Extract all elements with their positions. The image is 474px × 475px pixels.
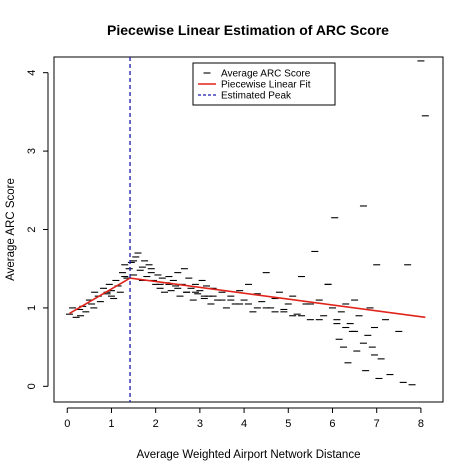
x-axis: 0 1 2 3 4 5 6 7 8	[64, 407, 424, 430]
x-tick-label: 5	[285, 418, 291, 430]
piecewise-fit	[69, 277, 426, 319]
legend-label: Average ARC Score	[221, 69, 311, 80]
x-tick-label: 6	[329, 418, 335, 430]
x-tick-label: 7	[374, 418, 380, 430]
legend-box	[192, 62, 336, 106]
y-tick-label: 3	[26, 148, 38, 154]
plot-frame	[53, 56, 444, 403]
fit-line	[69, 277, 426, 319]
x-tick-label: 1	[108, 418, 114, 430]
y-tick-label: 2	[26, 226, 38, 232]
y-tick-label: 4	[26, 70, 38, 76]
y-axis-label: Average ARC Score	[5, 178, 17, 281]
data-points	[65, 60, 429, 386]
y-axis: 0 1 2 3 4	[26, 70, 49, 389]
x-axis-label: Average Weighted Airport Network Distanc…	[137, 449, 361, 461]
x-tick-label: 4	[241, 418, 247, 430]
x-tick-label: 2	[153, 418, 159, 430]
y-tick-label: 1	[26, 305, 38, 311]
legend-label: Estimated Peak	[221, 91, 292, 102]
chart-title: Piecewise Linear Estimation of ARC Score	[107, 22, 389, 38]
x-tick-label: 8	[418, 418, 424, 430]
x-tick-label: 3	[197, 418, 203, 430]
legend-label: Piecewise Linear Fit	[221, 80, 311, 91]
x-tick-label: 0	[64, 418, 70, 430]
y-tick-label: 0	[26, 383, 38, 389]
